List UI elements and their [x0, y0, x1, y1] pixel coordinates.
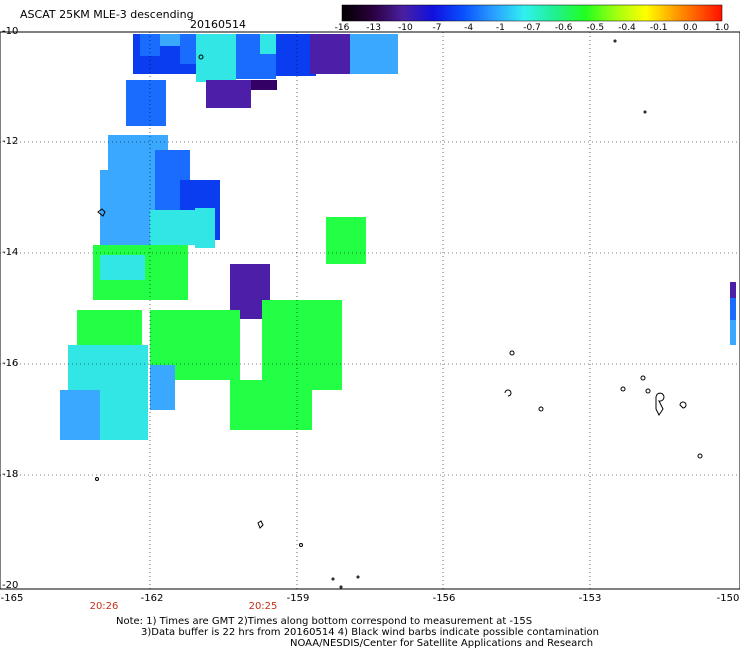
island-outline [97, 208, 106, 217]
note-line-3: NOAA/NESDIS/Center for Satellite Applica… [290, 638, 594, 649]
island-outline [697, 453, 703, 459]
product-date: 20160514 [190, 18, 246, 31]
swath-cell [150, 365, 175, 410]
island-outline [613, 39, 617, 43]
colorbar-tick-label: -1 [495, 23, 505, 33]
island-outline [331, 577, 335, 581]
colorbar-labels: -16 -13 -10 -7 -4 -1 -0.7 -0.6 -0.5 -0.4 -0.1 0.0 1.… [335, 23, 730, 35]
colorbar-tick-label: -7 [432, 23, 442, 33]
wind-swath [60, 34, 398, 440]
island-outline [645, 388, 651, 394]
lon-label: -156 [432, 593, 456, 604]
colorbar [341, 4, 723, 22]
lon-label: -153 [578, 593, 602, 604]
lon-label: -150 [716, 593, 740, 604]
island-outline [509, 350, 515, 356]
island-outline [643, 110, 647, 114]
swath-cell [260, 34, 280, 54]
lat-label: -10 [2, 26, 19, 37]
lon-label: -165 [0, 593, 24, 604]
colorbar-tick-label: -0.6 [554, 23, 573, 33]
colorbar-tick-label: -10 [397, 23, 413, 33]
swath-cell [230, 380, 312, 430]
island-outline [679, 401, 687, 409]
island-outline [655, 392, 665, 416]
island-outline [620, 386, 626, 392]
time-label: 20:25 [248, 601, 278, 612]
time-label: 20:26 [89, 601, 119, 612]
colorbar-tick-label: -4 [464, 23, 474, 33]
edge-strip [730, 298, 736, 320]
island-outline [356, 575, 360, 579]
island-outline [504, 389, 512, 397]
swath-cell [326, 217, 366, 264]
edge-strip [730, 282, 736, 298]
island-outline [640, 375, 646, 381]
swath-cell [350, 34, 398, 74]
colorbar-tick-label: -0.1 [649, 23, 668, 33]
colorbar-tick-label: -0.7 [523, 23, 541, 33]
lon-label: -159 [286, 593, 310, 604]
colorbar-tick-label: -13 [366, 23, 382, 33]
lon-label: -162 [140, 593, 164, 604]
product-title: ASCAT 25KM MLE-3 descending [20, 8, 194, 21]
island-outline [299, 543, 303, 547]
island-outline [339, 585, 343, 589]
swath-cell [262, 300, 342, 390]
island-outline [257, 520, 264, 529]
swath-cell [100, 255, 145, 280]
swath-cell [195, 208, 215, 248]
swath-cell [206, 80, 251, 108]
lat-label: -18 [2, 469, 19, 480]
lat-label: -12 [2, 136, 19, 147]
swath-cell [100, 170, 130, 245]
island-outline [198, 54, 204, 60]
lat-label: -16 [2, 358, 19, 369]
swath-cell [251, 80, 277, 90]
graticule [0, 32, 740, 589]
colorbar-tick-label: 0.0 [683, 23, 698, 33]
swath-cell [60, 390, 100, 440]
colorbar-tick-label: -0.5 [586, 23, 605, 33]
edge-strip [730, 320, 736, 345]
swath-cell [310, 34, 350, 74]
swath-cell [196, 34, 236, 82]
island-outline [538, 406, 544, 412]
swath-cell [150, 210, 195, 245]
swath-cell [276, 34, 316, 76]
note-line-2: 3)Data buffer is 22 hrs from 20160514 4)… [141, 627, 599, 638]
islands [95, 39, 703, 589]
note-line-1: Note: 1) Times are GMT 2)Times along bot… [116, 616, 533, 627]
swath-cell [160, 34, 180, 46]
colorbar-tick-label: 1.0 [714, 23, 730, 33]
lat-label: -20 [2, 580, 19, 591]
colorbar-tick-label: -0.4 [618, 23, 636, 33]
swath-cell [126, 80, 166, 126]
lat-label: -14 [2, 247, 19, 258]
colorbar-tick-label: -16 [334, 23, 350, 33]
island-outline [95, 477, 99, 481]
map-frame [0, 31, 740, 590]
